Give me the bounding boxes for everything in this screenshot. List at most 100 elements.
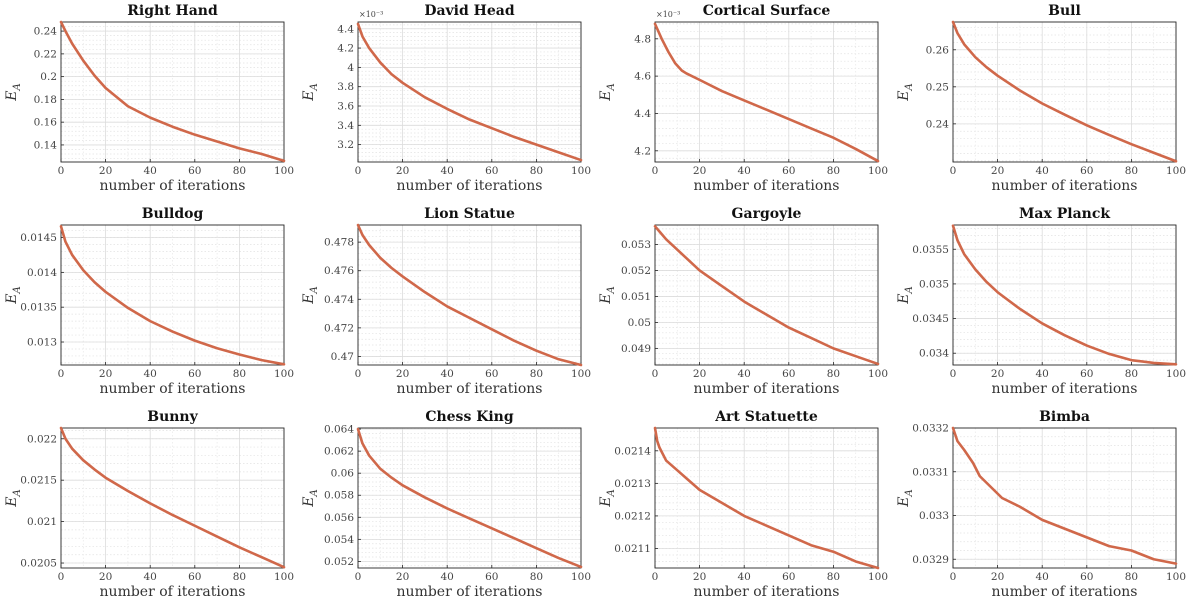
x-tick-label: 60 — [1080, 571, 1093, 583]
x-tick-label: 40 — [738, 571, 751, 583]
x-tick-label: 40 — [1036, 165, 1049, 177]
x-tick-label: 60 — [782, 165, 795, 177]
y-tick-label: 3.6 — [337, 101, 354, 113]
x-tick-label: 20 — [693, 165, 706, 177]
subplot-david-head: 0 20 40 60 80 100 3.2 3.4 3.6 3.8 4 4.2 4.4 ×10⁻³ Davi… — [297, 0, 595, 203]
x-tick-label: 40 — [441, 165, 454, 177]
x-tick-label: 80 — [1125, 368, 1138, 380]
x-tick-label: 80 — [1125, 571, 1138, 583]
chart-svg: 0 20 40 60 80 1000.0340.03450.0350.0355Max Pl… — [892, 203, 1190, 406]
y-tick-label: 0.0135 — [20, 302, 57, 314]
x-tick-label: 100 — [1166, 368, 1186, 380]
chart-svg: 0 20 40 60 80 100 0.0205 0.021 0.0215 0.022 Bunny n… — [0, 406, 298, 609]
x-tick-label: 0 — [355, 571, 362, 583]
y-tick-label: 0.0212 — [614, 510, 651, 522]
subplot-max-planck: 0 20 40 60 80 100 0.034 0.0345 0.035 0.0355 Max Pl… — [892, 203, 1190, 406]
y-tick-label: 0.472 — [324, 322, 354, 334]
x-tick-label: 0 — [950, 571, 957, 583]
x-tick-label: 20 — [991, 368, 1004, 380]
y-tick-label: 0.25 — [926, 81, 949, 93]
chart-svg: 0 20 40 60 80 1003.23.43.63.844.24.4×10⁻³ Davi… — [297, 0, 595, 203]
y-tick-label: 4.4 — [337, 23, 354, 35]
x-tick-label: 0 — [652, 368, 659, 380]
x-tick-label: 40 — [441, 368, 454, 380]
y-tick-label: 4.2 — [634, 145, 651, 157]
x-axis-label: number of iterations — [397, 178, 543, 194]
y-tick-label: 0.22 — [34, 48, 57, 60]
x-tick-label: 40 — [441, 571, 454, 583]
x-tick-label: 0 — [58, 571, 65, 583]
x-tick-label: 100 — [571, 571, 591, 583]
chart-svg: 0 20 40 60 80 100 0.049 0.05 0.051 0.052 0.053 Garg… — [594, 203, 892, 406]
y-tick-label: 0.05 — [628, 317, 651, 329]
chart-svg: 0 20 40 60 80 100 0.0211 0.0212 0.0213 0.0214 Art … — [594, 406, 892, 609]
x-tick-label: 60 — [188, 368, 201, 380]
y-axis-label: EA — [598, 286, 617, 304]
subplot-lion-statue: 0 20 40 60 80 100 0.47 0.472 0.474 0.476 0.478 Lion… — [297, 203, 595, 406]
y-tick-label: 0.26 — [926, 44, 950, 56]
y-tick-label: 0.0205 — [20, 558, 57, 570]
x-tick-label: 80 — [827, 571, 840, 583]
chart-title: Cortical Surface — [703, 3, 831, 19]
chart-title: Bull — [1048, 3, 1081, 19]
y-tick-label: 0.053 — [621, 239, 651, 251]
x-tick-label: 80 — [530, 165, 543, 177]
y-tick-label: 4.4 — [634, 108, 651, 120]
chart-svg: 0 20 40 60 80 1000.240.250.26Bullnumber of it… — [892, 0, 1190, 203]
y-tick-label: 4.8 — [634, 33, 651, 45]
x-tick-label: 40 — [144, 165, 157, 177]
x-tick-label: 60 — [188, 165, 201, 177]
y-tick-label: 3.2 — [337, 139, 354, 151]
y-axis-label: EA — [4, 83, 23, 101]
y-exponent-label: ×10⁻³ — [656, 10, 680, 19]
y-tick-label: 3.4 — [337, 120, 354, 132]
x-tick-label: 100 — [274, 165, 294, 177]
subplot-cortical-surface: 0 20 40 60 80 100 4.2 4.4 4.6 4.8 ×10⁻³ Cortical Su… — [594, 0, 892, 203]
y-tick-label: 0.0145 — [20, 232, 57, 244]
y-tick-label: 0.476 — [324, 265, 354, 277]
chart-svg: 0 20 40 60 80 100 0.14 0.16 0.18 0.2 0.22 0.24 Right… — [0, 0, 298, 203]
y-tick-label: 0.052 — [621, 265, 651, 277]
x-tick-label: 0 — [950, 165, 957, 177]
y-tick-label: 0.033 — [919, 510, 949, 522]
y-exponent-label: ×10⁻³ — [359, 10, 383, 19]
x-axis-label: number of iterations — [694, 381, 840, 397]
x-tick-label: 20 — [99, 571, 112, 583]
y-tick-label: 0.022 — [27, 433, 57, 445]
x-axis-label: number of iterations — [397, 381, 543, 397]
x-tick-label: 0 — [58, 368, 65, 380]
y-tick-label: 0.0214 — [614, 445, 651, 457]
subplot-art-statuette: 0 20 40 60 80 100 0.0211 0.0212 0.0213 0.0214 Art … — [594, 406, 892, 609]
x-axis-label: number of iterations — [100, 178, 246, 194]
subplot-bulldog: 0 20 40 60 80 100 0.013 0.0135 0.014 0.0145 Bulldo… — [0, 203, 298, 406]
chart-title: Max Planck — [1019, 206, 1110, 222]
chart-svg: 0 20 40 60 80 100 0.013 0.0135 0.014 0.0145 Bulldo… — [0, 203, 298, 406]
chart-title: Chess King — [425, 409, 514, 425]
x-tick-label: 20 — [396, 368, 409, 380]
y-tick-label: 0.054 — [324, 534, 354, 546]
y-tick-label: 0.021 — [27, 516, 57, 528]
x-tick-label: 60 — [485, 165, 498, 177]
x-tick-label: 100 — [571, 165, 591, 177]
y-tick-label: 0.052 — [324, 556, 354, 568]
y-axis-label: EA — [598, 83, 617, 101]
x-tick-label: 40 — [1036, 368, 1049, 380]
chart-title: Lion Statue — [424, 206, 515, 222]
chart-title: Gargoyle — [732, 206, 802, 222]
y-tick-label: 0.0211 — [614, 543, 651, 555]
y-tick-label: 0.24 — [926, 118, 950, 130]
y-tick-label: 0.24 — [34, 26, 58, 38]
y-axis-label: EA — [896, 83, 915, 101]
x-tick-label: 0 — [950, 368, 957, 380]
y-tick-label: 0.47 — [331, 351, 354, 363]
x-tick-label: 80 — [1125, 165, 1138, 177]
subplot-bunny: 0 20 40 60 80 100 0.0205 0.021 0.0215 0.022 Bunny n… — [0, 406, 298, 609]
x-axis-label: number of iterations — [694, 178, 840, 194]
x-tick-label: 20 — [99, 368, 112, 380]
x-tick-label: 0 — [652, 571, 659, 583]
x-tick-label: 80 — [530, 571, 543, 583]
x-tick-label: 100 — [1166, 571, 1186, 583]
y-tick-label: 0.0355 — [912, 244, 949, 256]
chart-svg: 0 20 40 60 80 1000.470.4720.4740.4760.478Lion… — [297, 203, 595, 406]
x-tick-label: 0 — [355, 165, 362, 177]
